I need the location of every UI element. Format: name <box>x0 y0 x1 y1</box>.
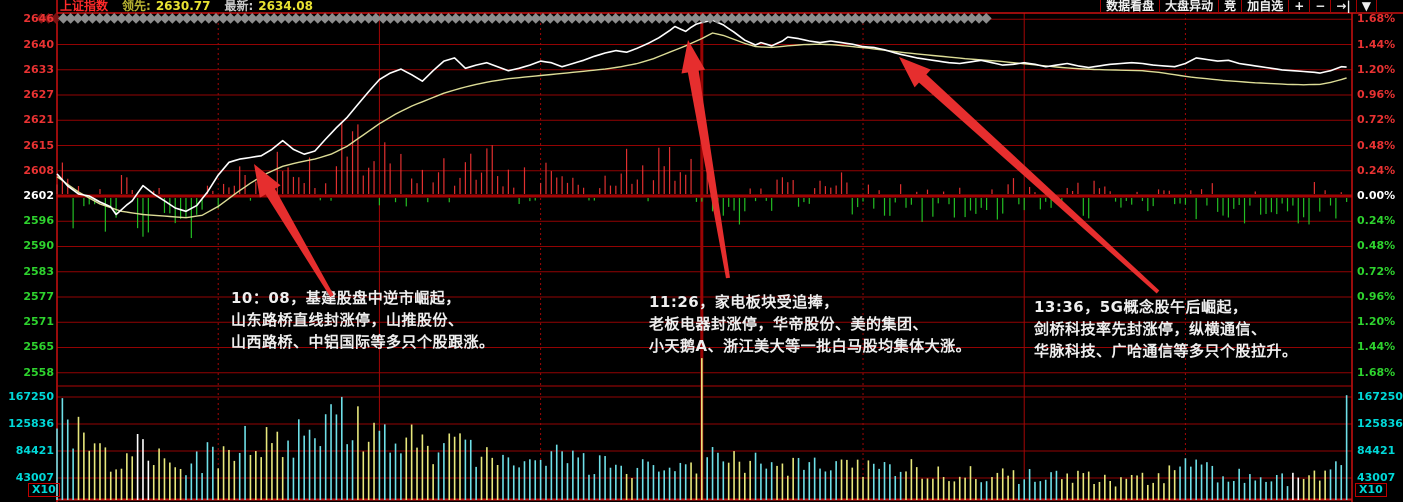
axis-tick-label: 2608 <box>23 163 54 177</box>
annotation-line: 剑桥科技率先封涨停，纵横通信、 <box>1034 320 1267 338</box>
annotation-line: 山西路桥、中铝国际等多只个股跟涨。 <box>231 333 495 351</box>
zoom-out-icon[interactable]: − <box>1309 0 1330 13</box>
zoom-in-icon[interactable]: + <box>1288 0 1309 13</box>
volume-tick-label: 43007 <box>15 471 54 484</box>
axis-tick-label: 0.48% <box>1357 239 1396 253</box>
axis-tick-label: 2558 <box>23 365 54 379</box>
axis-tick-label: 0.72% <box>1357 264 1396 278</box>
axis-tick-label: 0.48% <box>1357 138 1396 152</box>
annotation-line: 11:26，家电板块受追捧， <box>649 293 839 311</box>
axis-tick-label: 1.44% <box>1357 37 1396 51</box>
data-watch-button[interactable]: 数据看盘 <box>1100 0 1159 13</box>
volume-unit-right: X10 <box>1355 483 1387 497</box>
index-header: 上证指数 领先: 2630.77 最新: 2634.08 <box>60 0 313 13</box>
axis-tick-label: 0.72% <box>1357 113 1396 127</box>
axis-tick-label: 2633 <box>23 62 54 76</box>
axis-tick-label: 1.20% <box>1357 315 1396 329</box>
annotation-line: 13:36，5G概念股午后崛起， <box>1034 298 1248 316</box>
latest-label: 最新: <box>224 0 254 13</box>
dropdown-arrow-icon[interactable]: ▼ <box>1355 0 1377 13</box>
axis-tick-label: 2577 <box>23 289 54 303</box>
annotation-1008-infrastructure: 10：08，基建股盘中逆市崛起， 山东路桥直线封涨停，山推股份、 山西路桥、中铝… <box>231 287 495 353</box>
axis-tick-label: 2615 <box>23 138 54 152</box>
volume-tick-label: 125836 <box>1357 417 1403 430</box>
annotation-line: 华脉科技、广哈通信等多只个股拉升。 <box>1034 342 1298 360</box>
axis-tick-label: 2590 <box>23 239 54 253</box>
axis-tick-label: 2596 <box>23 214 54 228</box>
volume-tick-label: 84421 <box>1357 444 1396 457</box>
chart-toolbar: 数据看盘 大盘异动 竞 加自选 + − →| ▼ <box>1100 0 1377 13</box>
axis-tick-label: 2621 <box>23 113 54 127</box>
axis-tick-label: 0.96% <box>1357 88 1396 102</box>
annotation-1336-5g: 13:36，5G概念股午后崛起， 剑桥科技率先封涨停，纵横通信、 华脉科技、广哈… <box>1034 296 1298 362</box>
axis-tick-label: 1.68% <box>1357 12 1396 26</box>
annotation-1126-appliances: 11:26，家电板块受追捧， 老板电器封涨停，华帝股份、美的集团、 小天鹅A、浙… <box>649 291 971 357</box>
auction-button[interactable]: 竞 <box>1218 0 1241 13</box>
annotation-line: 老板电器封涨停，华帝股份、美的集团、 <box>649 315 929 333</box>
marquee-lead-diamonds: ◆◆◆ <box>36 10 61 26</box>
volume-unit-left: X10 <box>28 483 60 497</box>
skip-to-end-icon[interactable]: →| <box>1330 0 1355 13</box>
axis-tick-label: 2640 <box>23 37 54 51</box>
axis-tick-label: 2565 <box>23 340 54 354</box>
axis-tick-label: 2646 <box>23 12 54 26</box>
axis-tick-label: 1.44% <box>1357 340 1396 354</box>
grid-lines <box>56 0 1403 502</box>
prev-close-label: 2602 <box>23 189 54 202</box>
volume-tick-label: 167250 <box>1357 390 1403 403</box>
volume-tick-label: 43007 <box>1357 471 1396 484</box>
axis-tick-label: 2627 <box>23 88 54 102</box>
annotation-line: 山东路桥直线封涨停，山推股份、 <box>231 311 464 329</box>
latest-value: 2634.08 <box>258 0 313 13</box>
volume-tick-label: 167250 <box>8 390 54 403</box>
axis-tick-label: 2571 <box>23 315 54 329</box>
axis-tick-label: 2583 <box>23 264 54 278</box>
market-moves-button[interactable]: 大盘异动 <box>1159 0 1218 13</box>
annotation-line: 10：08，基建股盘中逆市崛起， <box>231 289 461 307</box>
volume-tick-label: 125836 <box>8 417 54 430</box>
diamond-marquee: ◆◆◆◆◆◆◆◆◆◆◆◆◆◆◆◆◆◆◆◆◆◆◆◆◆◆◆◆◆◆◆◆◆◆◆◆◆◆◆◆… <box>58 11 992 26</box>
add-watchlist-button[interactable]: 加自选 <box>1241 0 1288 13</box>
leading-value: 2630.77 <box>155 0 211 13</box>
price-line <box>56 19 1347 216</box>
leading-label: 领先: <box>122 0 151 13</box>
axis-tick-label: 1.68% <box>1357 365 1396 379</box>
axis-tick-label: 0.96% <box>1357 289 1396 303</box>
volume-tick-label: 84421 <box>15 444 54 457</box>
annotation-line: 小天鹅A、浙江美大等一批白马股均集体大涨。 <box>649 337 972 355</box>
axis-tick-label: 1.20% <box>1357 62 1396 76</box>
index-title: 上证指数 <box>60 0 109 13</box>
axis-tick-label: 0.24% <box>1357 214 1396 228</box>
zero-percent-label: 0.00% <box>1357 189 1396 202</box>
axis-tick-label: 0.24% <box>1357 163 1396 177</box>
volume-bars <box>56 358 1348 500</box>
